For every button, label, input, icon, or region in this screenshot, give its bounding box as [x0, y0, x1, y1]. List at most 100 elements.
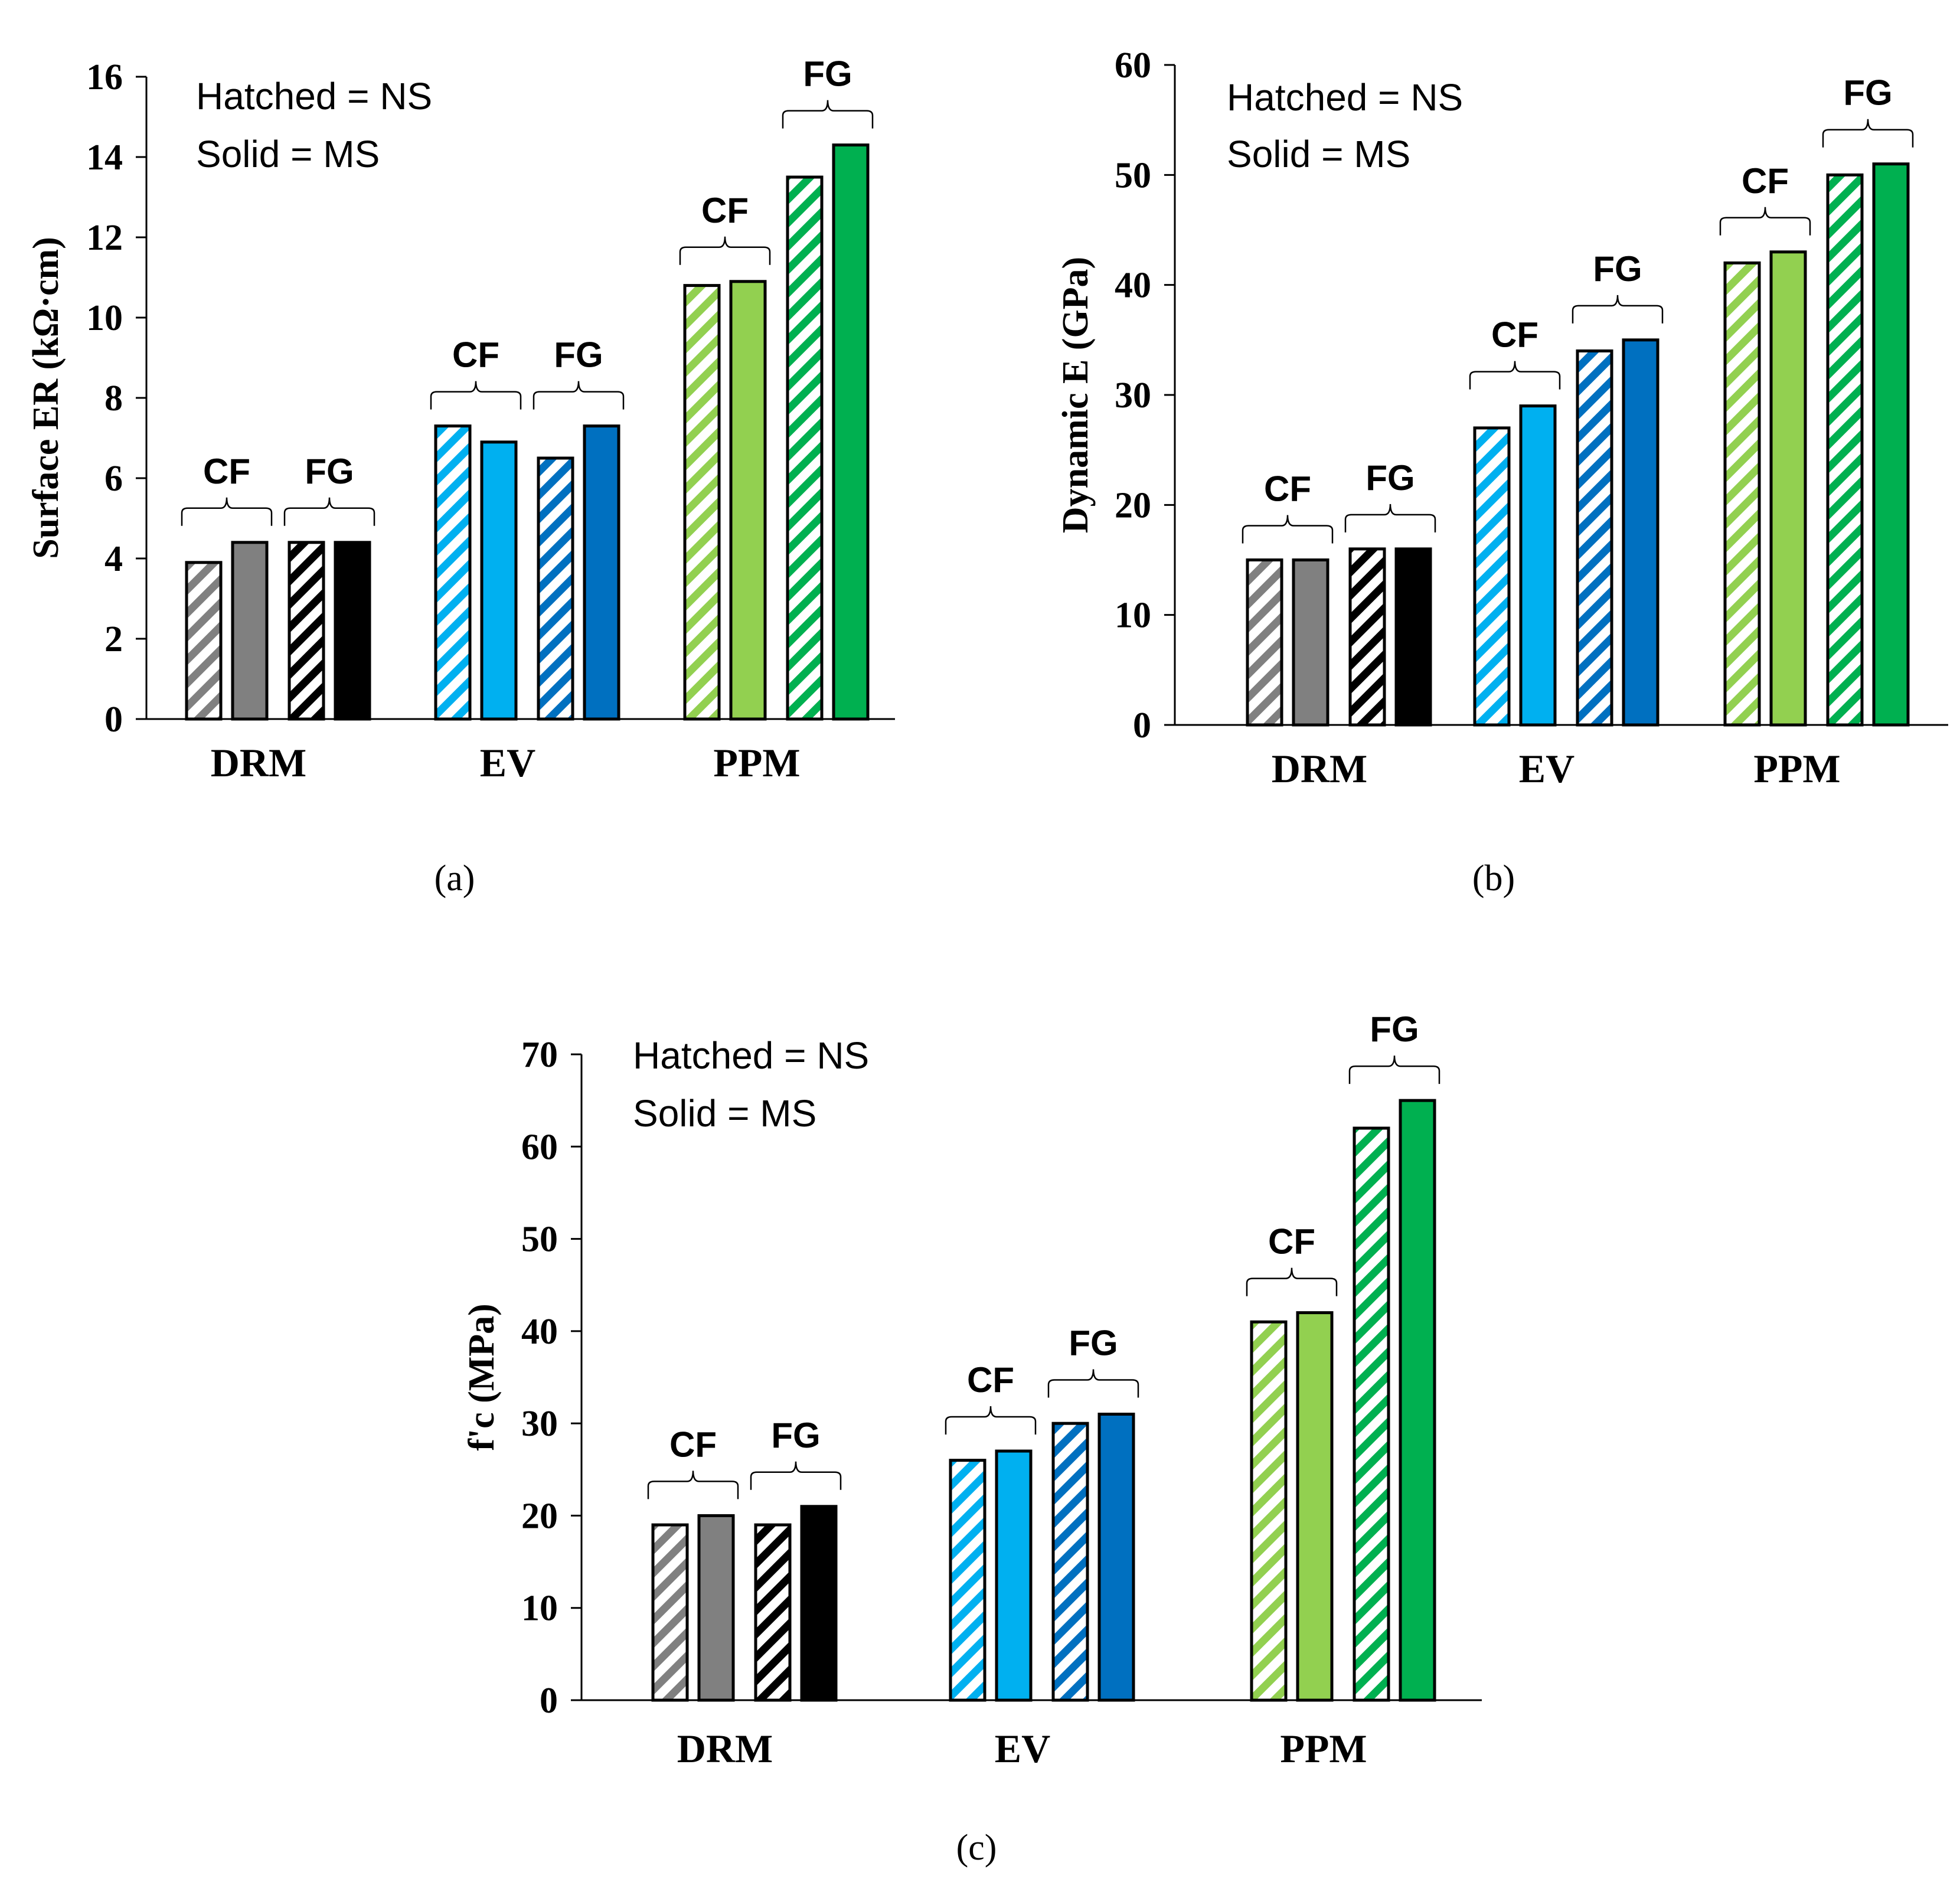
group-brace: [181, 497, 273, 526]
category-label: DRM: [677, 1726, 773, 1771]
category-label: PPM: [1280, 1726, 1367, 1771]
category-label: EV: [480, 740, 535, 785]
y-tick-label: 0: [104, 700, 123, 740]
bar-ppm-fg-ms: [1399, 1099, 1436, 1702]
bar-ppm-cf-ns: [683, 284, 721, 721]
y-axis-label: Dynamic E (GPa): [1056, 257, 1096, 533]
group-label: FG: [554, 335, 603, 375]
group-label: FG: [1069, 1324, 1118, 1363]
group-label: CF: [1264, 469, 1311, 509]
bar-ppm-fg-ms: [1872, 162, 1910, 727]
y-tick-label: 4: [104, 539, 123, 579]
chart-a: 0 2 4 6 8 10 12 14 16 Surface ER (kΩ·cm) Hatched =…: [26, 54, 895, 898]
y-tick-label: 70: [521, 1035, 558, 1075]
y-tick-label: 14: [86, 138, 123, 178]
group-label: FG: [771, 1416, 820, 1455]
bar-drm-fg-ns: [754, 1523, 792, 1702]
y-tick-label: 0: [540, 1681, 558, 1721]
bar-drm-cf-ns: [651, 1523, 689, 1702]
legend-text: Solid = MS: [1227, 133, 1410, 175]
group-brace: [750, 1461, 842, 1490]
panel-label: (c): [956, 1828, 997, 1868]
group-label: FG: [305, 452, 354, 491]
y-tick-label: 8: [104, 378, 123, 419]
legend-text: Hatched = NS: [1227, 76, 1463, 119]
bar-drm-fg-ms: [334, 541, 371, 721]
bar-drm-cf-ns: [185, 561, 223, 721]
bar-ppm-cf-ns: [1723, 261, 1761, 727]
chart-b: 0 10 20 30 40 50 60 Dynamic E (GPa) Hatched = NS…: [1056, 45, 1948, 898]
y-tick-label: 60: [1115, 45, 1151, 86]
y-tick-label: 6: [104, 459, 123, 499]
bar-drm-cf-ns: [1246, 558, 1283, 727]
group-brace: [1822, 119, 1914, 148]
bar-ev-cf-ns: [1473, 426, 1511, 727]
group-brace: [1246, 1267, 1338, 1296]
chart-c: 0 10 20 30 40 50 60 70 f'c (MPa) Hatched = NS Soli…: [462, 1009, 1482, 1868]
y-axis-label: f'c (MPa): [462, 1303, 502, 1451]
group-label: CF: [1742, 161, 1789, 201]
y-tick-label: 20: [1115, 485, 1151, 525]
bar-ppm-cf-ns: [1250, 1320, 1288, 1702]
y-tick-label: 12: [86, 218, 123, 258]
group-brace: [1719, 207, 1811, 236]
group-brace: [1344, 504, 1436, 532]
group-brace: [1469, 361, 1561, 390]
panel-label: (a): [435, 858, 475, 898]
group-brace: [533, 381, 625, 410]
group-label: FG: [1593, 249, 1642, 289]
bar-ev-fg-ns: [537, 456, 574, 721]
y-tick-label: 30: [1115, 375, 1151, 416]
bar-ev-cf-ms: [1519, 404, 1557, 727]
group-label: FG: [1370, 1009, 1419, 1049]
category-label: DRM: [211, 740, 306, 785]
legend-text: Hatched = NS: [196, 75, 432, 117]
bar-ev-cf-ms: [995, 1449, 1033, 1702]
group-label: FG: [1366, 458, 1415, 498]
bar-ev-fg-ms: [1097, 1413, 1135, 1702]
group-label: CF: [701, 191, 749, 230]
y-tick-label: 2: [104, 619, 123, 659]
bar-ppm-cf-ms: [729, 280, 767, 721]
y-axis-label: Surface ER (kΩ·cm): [26, 237, 66, 559]
category-label: PPM: [713, 740, 800, 785]
bar-ev-fg-ns: [1576, 349, 1613, 727]
group-brace: [430, 381, 522, 410]
group-brace: [1047, 1369, 1139, 1398]
bar-ppm-cf-ms: [1296, 1311, 1334, 1702]
bar-ev-cf-ns: [949, 1459, 986, 1702]
bar-ppm-fg-ns: [1353, 1126, 1390, 1702]
bar-ppm-fg-ms: [832, 143, 870, 721]
bar-ev-fg-ms: [1622, 338, 1660, 727]
bar-drm-cf-ms: [697, 1514, 735, 1702]
panel-label: (b): [1472, 858, 1515, 898]
bar-ev-cf-ns: [434, 424, 472, 721]
y-tick-label: 10: [86, 298, 123, 338]
legend-text: Solid = MS: [633, 1092, 816, 1135]
group-label: CF: [452, 335, 499, 375]
y-tick-label: 20: [521, 1496, 558, 1536]
group-brace: [1572, 295, 1664, 324]
y-tick-label: 10: [1115, 596, 1151, 636]
y-tick-label: 16: [86, 57, 123, 97]
category-label: EV: [1519, 746, 1574, 791]
group-brace: [1348, 1056, 1440, 1084]
y-tick-label: 50: [521, 1220, 558, 1260]
group-brace: [1242, 515, 1334, 544]
legend-text: Solid = MS: [196, 133, 380, 175]
group-label: CF: [967, 1360, 1014, 1400]
bar-drm-cf-ms: [1292, 558, 1329, 727]
group-brace: [782, 100, 874, 129]
y-tick-label: 30: [521, 1404, 558, 1444]
bar-drm-cf-ms: [231, 541, 269, 721]
category-label: EV: [995, 1726, 1050, 1771]
group-brace: [945, 1406, 1037, 1435]
y-tick-label: 40: [521, 1312, 558, 1352]
legend-text: Hatched = NS: [633, 1034, 869, 1077]
y-tick-label: 40: [1115, 266, 1151, 306]
bar-drm-fg-ns: [1348, 547, 1386, 727]
bar-ev-fg-ns: [1051, 1422, 1089, 1702]
group-label: FG: [1843, 73, 1892, 113]
bar-drm-fg-ms: [1394, 547, 1432, 727]
